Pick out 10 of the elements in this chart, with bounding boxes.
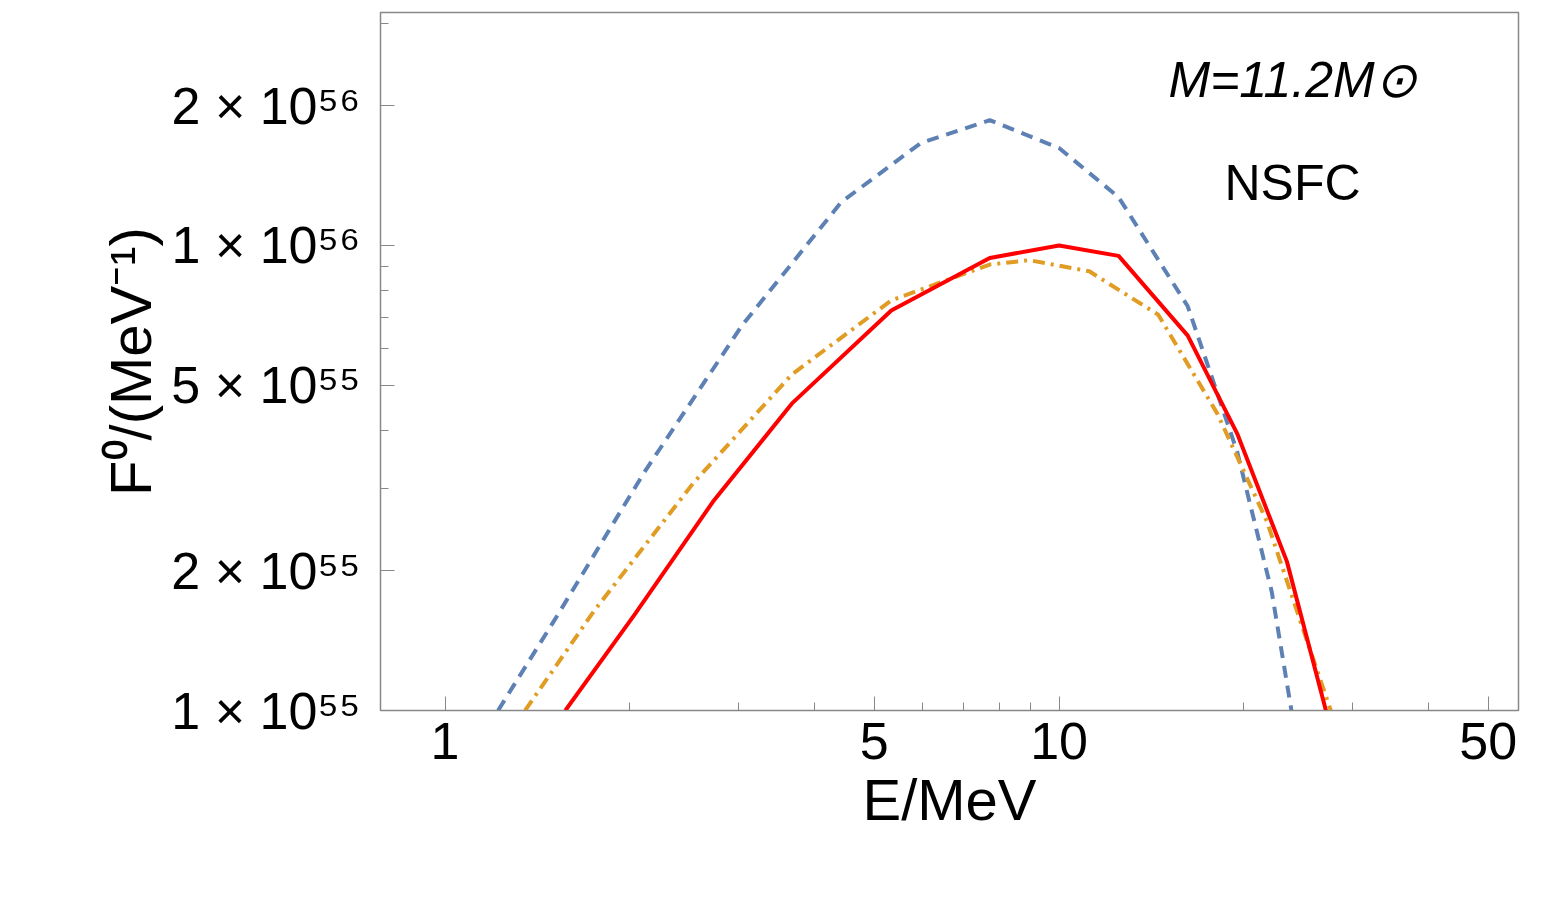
x-tick-label: 50: [1459, 711, 1518, 770]
y-tick-label: 2 × 10⁵⁶: [171, 76, 361, 135]
y-tick-label: 1 × 10⁵⁶: [171, 216, 361, 275]
y-tick-label: 1 × 10⁵⁵: [171, 681, 361, 740]
annotation: NSFC: [1224, 155, 1361, 212]
x-tick-label: 1: [430, 711, 460, 770]
y-tick-label: 5 × 10⁵⁵: [171, 356, 361, 415]
y-axis-title: F⁰/(MeV⁻¹): [98, 227, 164, 496]
y-tick-label: 2 × 10⁵⁵: [171, 541, 361, 600]
annotation: M=11.2M⊙: [1168, 51, 1418, 108]
